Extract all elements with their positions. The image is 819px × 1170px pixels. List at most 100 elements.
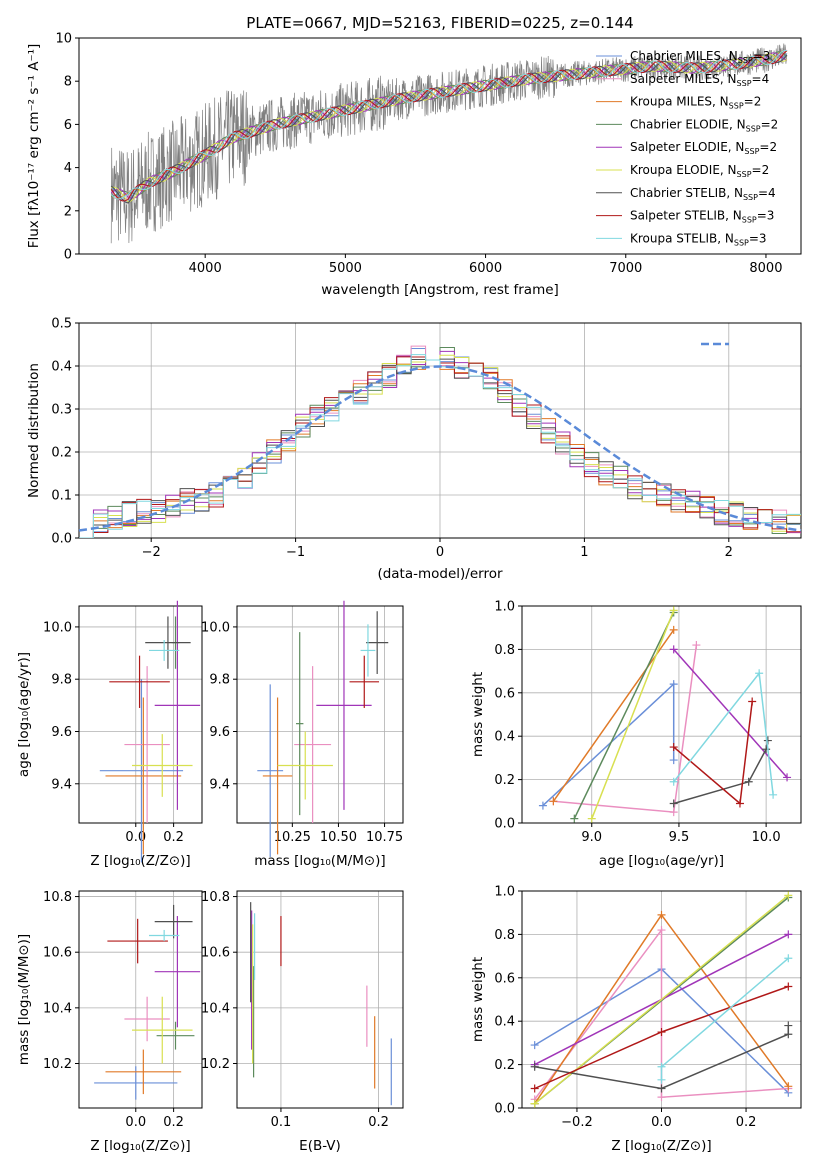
- legend-text: Salpeter STELIB, N: [630, 209, 742, 223]
- series-marker-4: [669, 645, 678, 654]
- legend-entry-7: Salpeter STELIB, NSSP=3: [630, 209, 774, 225]
- series-marker-8: [769, 790, 778, 799]
- series-marker-4: [783, 773, 792, 782]
- model-fit-8: [110, 49, 788, 200]
- y-tick-label: 0.4: [494, 730, 515, 745]
- series-marker-7: [669, 743, 678, 752]
- legend-suffix: =3: [749, 231, 767, 245]
- spectrum-group: [110, 43, 788, 244]
- axes-frame: [236, 605, 404, 824]
- y-tick-label: 10.2: [201, 1057, 230, 1072]
- legend-suffix: =4: [752, 72, 770, 86]
- x-tick-label: 10.50: [320, 830, 357, 845]
- series-marker-1: [669, 808, 678, 817]
- series-marker-8: [784, 954, 793, 963]
- legend-text: Salpeter ELODIE, N: [630, 140, 744, 154]
- histogram-5: [79, 354, 801, 538]
- legend-suffix: =2: [759, 140, 777, 154]
- legend-text: Kroupa STELIB, N: [630, 231, 734, 245]
- legend-sub: SSP: [744, 147, 759, 156]
- y-tick-label: 10.4: [201, 1001, 230, 1016]
- y-tick-label: 9.8: [209, 673, 230, 688]
- y-tick-label: 9.4: [51, 777, 72, 792]
- y-tick-label: 0.2: [494, 1058, 515, 1073]
- series-marker-8: [669, 777, 678, 786]
- y-tick-label: 0.2: [51, 446, 72, 461]
- axes-frame: [78, 37, 802, 255]
- y-tick-label: 0.6: [494, 971, 515, 986]
- x-tick-label: −1: [286, 545, 305, 560]
- y-tick-label: 0.2: [494, 773, 515, 788]
- y-tick-label: 1.0: [494, 885, 515, 900]
- series-line-6: [673, 740, 769, 805]
- series-marker-0: [538, 801, 547, 810]
- series-marker-6: [669, 799, 678, 808]
- legend-text: Kroupa MILES, N: [630, 95, 729, 109]
- y-tick-label: 0.0: [494, 817, 515, 832]
- y-axis-label: age [log₁₀(age/yr)]: [16, 652, 32, 777]
- legend-text: Chabrier ELODIE, N: [630, 117, 746, 131]
- legend-text: Salpeter MILES, N: [630, 72, 737, 86]
- x-axis-label: Z [log₁₀(Z/Z⊙)]: [611, 1138, 711, 1154]
- legend-suffix: =3: [757, 209, 775, 223]
- series-marker-0: [669, 756, 678, 765]
- series-marker-2: [669, 625, 678, 634]
- legend-entry-3: Chabrier ELODIE, NSSP=2: [630, 117, 778, 133]
- y-axis-label: Flux [fλ10⁻¹⁷ erg cm⁻² s⁻¹ A⁻¹]: [26, 44, 42, 249]
- legend-text: Chabrier STELIB, N: [630, 186, 743, 200]
- y-tick-label: 0: [64, 248, 72, 263]
- y-tick-label: 10.4: [43, 1001, 72, 1016]
- x-axis-label: mass [log₁₀(M/M⊙)]: [254, 853, 385, 869]
- legend-text: Chabrier MILES, N: [630, 49, 738, 63]
- series-marker-1: [692, 641, 701, 650]
- y-tick-label: 0.0: [51, 532, 72, 547]
- series-marker-3: [570, 814, 579, 823]
- y-tick-label: 1.0: [494, 600, 515, 615]
- y-tick-label: 6: [64, 118, 72, 133]
- legend-suffix: =2: [752, 163, 770, 177]
- y-tick-label: 0.1: [51, 489, 72, 504]
- legend-entry-2: Kroupa MILES, NSSP=2: [630, 95, 761, 111]
- legend-entry-0: Chabrier MILES, NSSP=3: [630, 49, 770, 65]
- x-tick-label: 10.0: [752, 830, 781, 845]
- y-tick-label: 9.4: [209, 777, 230, 792]
- series-line-6: [534, 1025, 790, 1090]
- legend-sub: SSP: [737, 79, 752, 88]
- figure-title: PLATE=0667, MJD=52163, FIBERID=0225, z=0…: [246, 14, 633, 32]
- series-marker-8: [755, 669, 764, 678]
- x-tick-label: 0: [436, 545, 444, 560]
- x-tick-label: 9.0: [581, 830, 602, 845]
- x-tick-label: 0.2: [163, 1115, 184, 1130]
- legend-sub: SSP: [729, 102, 744, 111]
- series-line-5: [591, 610, 675, 819]
- series-line-1: [534, 927, 789, 1100]
- y-axis-label: mass weight: [470, 672, 486, 757]
- series-marker-1: [657, 1093, 666, 1102]
- legend-sub: SSP: [734, 238, 749, 247]
- legend-entry-8: Kroupa STELIB, NSSP=3: [630, 231, 767, 247]
- series-marker-8: [657, 1062, 666, 1071]
- y-tick-label: 0.0: [494, 1102, 515, 1117]
- axes-frame: [78, 605, 203, 824]
- x-tick-label: 0.2: [368, 1115, 389, 1130]
- legend-text: Kroupa ELODIE, N: [630, 163, 737, 177]
- y-tick-label: 9.6: [51, 725, 72, 740]
- series-marker-2: [657, 910, 666, 919]
- series-marker-1: [657, 926, 666, 935]
- legend-sub: SSP: [746, 124, 761, 133]
- y-tick-label: 10: [55, 32, 72, 47]
- x-tick-label: 7000: [609, 261, 642, 276]
- series-marker-7: [735, 799, 744, 808]
- axes-frame: [236, 890, 404, 1109]
- y-tick-label: 10.2: [43, 1057, 72, 1072]
- model-fit-6: [110, 54, 788, 204]
- y-tick-label: 0.8: [494, 643, 515, 658]
- model-fit-7: [110, 50, 788, 202]
- y-tick-label: 0.4: [51, 360, 72, 375]
- series-marker-5: [784, 891, 793, 900]
- series-marker-0: [669, 680, 678, 689]
- series-marker-7: [784, 982, 793, 991]
- x-tick-label: 0.2: [163, 830, 184, 845]
- legend-suffix: =2: [761, 117, 779, 131]
- y-tick-label: 2: [64, 204, 72, 219]
